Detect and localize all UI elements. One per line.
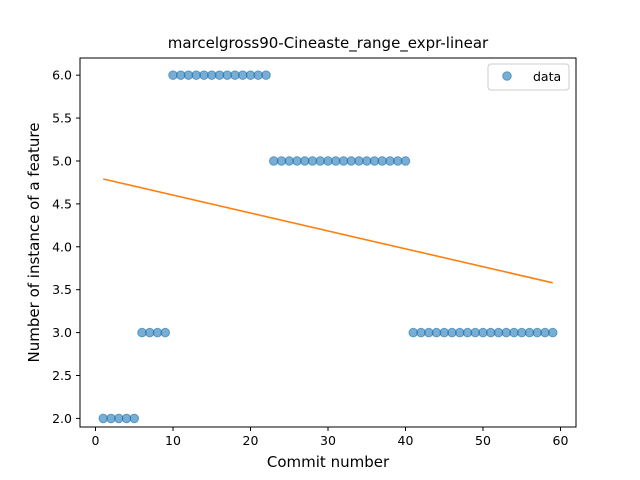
y-tick-label: 4.0 (52, 239, 72, 254)
y-tick-label: 2.0 (52, 411, 72, 426)
x-tick-label: 20 (243, 433, 259, 448)
y-tick-label: 3.0 (52, 325, 72, 340)
x-tick-label: 40 (398, 433, 414, 448)
axes-layer: 0 10 20 30 40 50 60 2.0 2.5 3.0 3.5 4.0 4.5 5.0 5.5 6.0 (52, 57, 577, 448)
x-axis-label: Commit number (267, 453, 390, 471)
legend-label-data: data (533, 69, 561, 84)
fit-line (103, 178, 553, 284)
legend-box (487, 63, 570, 91)
x-tick-label: 30 (320, 433, 336, 448)
x-tick-label: 50 (475, 433, 491, 448)
legend-marker-data (502, 71, 512, 81)
data-point (400, 156, 411, 166)
y-tick-label: 5.5 (52, 111, 72, 126)
data-point (547, 327, 558, 338)
y-tick-label: 4.5 (52, 196, 72, 211)
data-point (261, 70, 271, 80)
data-point (160, 327, 171, 338)
data-point (129, 413, 140, 424)
y-tick-label: 6.0 (52, 68, 72, 83)
plot-area (80, 58, 576, 427)
y-tick-label: 3.5 (52, 282, 72, 297)
x-tick-label: 60 (553, 433, 569, 448)
legend: data (487, 63, 570, 91)
y-axis-label: Number of instance of a feature (25, 123, 43, 363)
series-layer (98, 70, 558, 424)
x-tick-label: 0 (92, 433, 100, 448)
y-tick-label: 5.0 (52, 153, 72, 168)
chart-title: marcelgross90-Cineaste_range_expr-linear (168, 34, 489, 53)
y-tick-label: 2.5 (52, 368, 72, 383)
x-tick-label: 10 (165, 433, 181, 448)
